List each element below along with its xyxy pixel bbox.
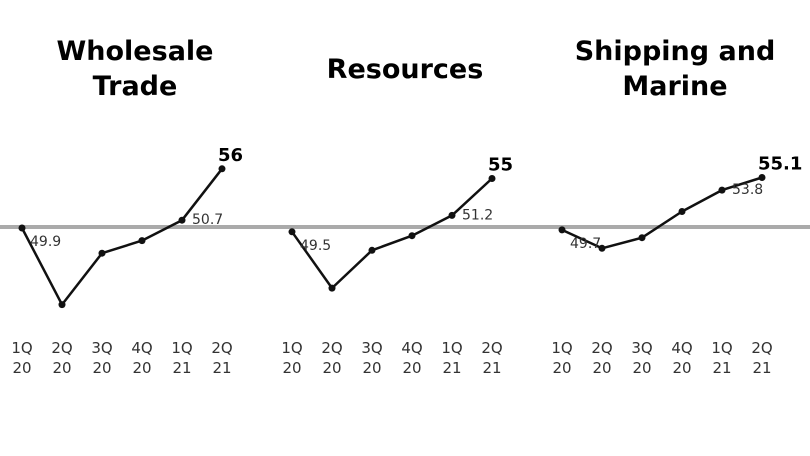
data-point bbox=[218, 165, 226, 173]
data-point bbox=[598, 244, 606, 252]
x-tick-label-year: 21 bbox=[212, 359, 232, 377]
x-tick-label-year: 20 bbox=[362, 359, 382, 377]
x-tick-label-quarter: 1Q bbox=[11, 339, 33, 357]
x-tick-label-year: 20 bbox=[672, 359, 692, 377]
line-chart-resources: 49.5 51.2 55 bbox=[270, 155, 540, 292]
data-point bbox=[488, 175, 496, 182]
chart-panel-wholesale-trade: Wholesale Trade 49.9 50.7 56 1Q 20 2Q 20 3Q 20 4… bbox=[0, 0, 270, 456]
x-tick-label-year: 21 bbox=[172, 359, 192, 377]
x-tick-label-year: 20 bbox=[92, 359, 112, 377]
x-tick-label-quarter: 2Q bbox=[211, 339, 233, 357]
chart-panel-shipping-and-marine: Shipping and Marine 49.7 53.8 55.1 1Q 20 2Q 2… bbox=[540, 0, 810, 456]
data-point bbox=[678, 208, 686, 215]
x-tick-label-year: 20 bbox=[322, 359, 342, 377]
chart-title: Resources bbox=[326, 53, 484, 85]
x-tick-label-quarter: 3Q bbox=[91, 339, 113, 357]
data-label: 53.8 bbox=[732, 182, 763, 198]
x-tick-label-quarter: 3Q bbox=[631, 339, 653, 357]
x-tick-label-year: 21 bbox=[482, 359, 502, 377]
data-label: 50.7 bbox=[192, 212, 223, 228]
x-tick-label-quarter: 4Q bbox=[401, 339, 423, 357]
data-point bbox=[558, 226, 566, 234]
x-tick-label-quarter: 1Q bbox=[281, 339, 303, 357]
x-tick-label-quarter: 4Q bbox=[131, 339, 153, 357]
x-tick-label-year: 21 bbox=[442, 359, 462, 377]
data-label: 51.2 bbox=[462, 207, 493, 223]
data-point bbox=[18, 224, 26, 232]
x-tick-label-year: 20 bbox=[52, 359, 72, 377]
data-point bbox=[448, 211, 456, 219]
x-tick-label-year: 20 bbox=[632, 359, 652, 377]
x-tick-label-quarter: 2Q bbox=[321, 339, 343, 357]
x-tick-label-quarter: 2Q bbox=[51, 339, 73, 357]
data-point bbox=[98, 249, 106, 257]
data-point bbox=[328, 284, 336, 292]
data-point bbox=[408, 232, 416, 240]
data-label: 49.9 bbox=[30, 234, 61, 250]
chart-title: Shipping and Marine bbox=[574, 36, 776, 102]
x-tick-label-year: 20 bbox=[282, 359, 302, 377]
series-line bbox=[561, 176, 763, 250]
line-chart-shipping-and-marine: 49.7 53.8 55.1 bbox=[540, 154, 810, 252]
data-point bbox=[58, 301, 66, 309]
data-label: 56 bbox=[218, 145, 243, 166]
chart-panel-resources: Resources 49.5 51.2 55 1Q 20 2Q 20 3Q 20 4Q 20 1Q 2… bbox=[270, 0, 540, 456]
data-point bbox=[178, 216, 186, 224]
x-tick-label-quarter: 2Q bbox=[481, 339, 503, 357]
data-point bbox=[138, 237, 146, 245]
series-line bbox=[290, 177, 493, 290]
data-label: 49.5 bbox=[300, 238, 331, 254]
x-tick-label-quarter: 2Q bbox=[591, 339, 613, 357]
data-point bbox=[368, 246, 376, 254]
chart-title: Wholesale Trade bbox=[56, 36, 214, 102]
x-tick-label-year: 20 bbox=[12, 359, 32, 377]
x-tick-label-year: 20 bbox=[132, 359, 152, 377]
x-tick-label-year: 20 bbox=[592, 359, 612, 377]
data-label: 55 bbox=[488, 155, 513, 176]
data-label: 49.7 bbox=[570, 236, 601, 252]
data-label: 55.1 bbox=[758, 154, 802, 175]
x-tick-label-quarter: 1Q bbox=[171, 339, 193, 357]
x-tick-label-quarter: 3Q bbox=[361, 339, 383, 357]
x-tick-label-year: 21 bbox=[752, 359, 772, 377]
data-point bbox=[288, 228, 296, 236]
data-point bbox=[718, 186, 726, 194]
line-chart-wholesale-trade: 49.9 50.7 56 bbox=[0, 145, 270, 309]
data-point bbox=[638, 234, 646, 242]
x-tick-label-year: 20 bbox=[552, 359, 572, 377]
data-point bbox=[758, 174, 766, 181]
x-tick-label-quarter: 2Q bbox=[751, 339, 773, 357]
series-line bbox=[20, 168, 223, 306]
x-tick-label-quarter: 1Q bbox=[711, 339, 733, 357]
x-tick-label-year: 20 bbox=[402, 359, 422, 377]
x-tick-label-quarter: 1Q bbox=[441, 339, 463, 357]
x-tick-label-quarter: 1Q bbox=[551, 339, 573, 357]
x-tick-label-year: 21 bbox=[712, 359, 732, 377]
x-tick-label-quarter: 4Q bbox=[671, 339, 693, 357]
